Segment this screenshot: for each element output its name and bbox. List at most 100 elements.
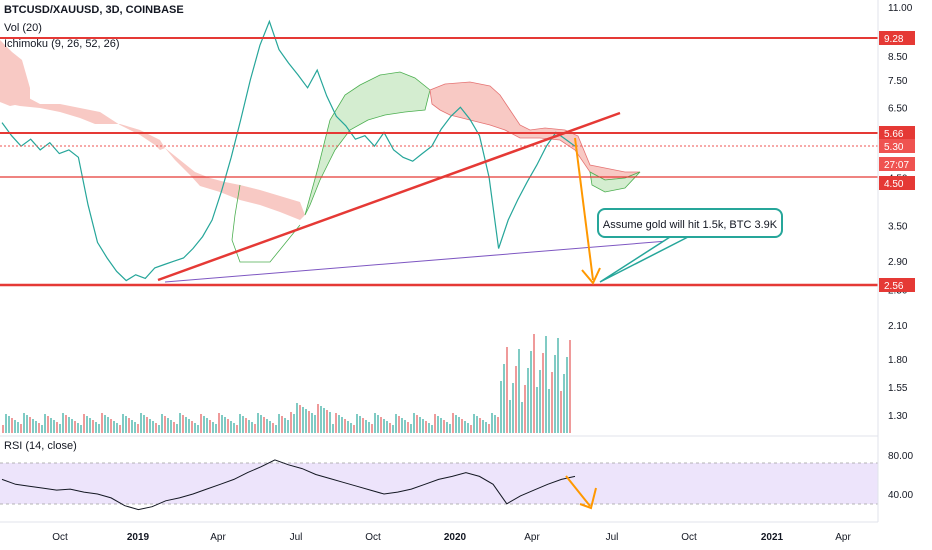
price-label-3: 27:07 <box>884 160 909 171</box>
volume-bar <box>227 419 229 433</box>
volume-bar <box>17 422 19 433</box>
time-tick-0: Oct <box>52 532 68 543</box>
volume-bar <box>362 418 364 433</box>
volume-bar <box>95 422 97 433</box>
red-trendline[interactable] <box>157 111 621 282</box>
volume-bar <box>338 415 340 433</box>
volume-bar <box>2 425 4 433</box>
volume-bar <box>563 374 565 433</box>
volume-bar <box>155 423 157 433</box>
volume-bar <box>491 413 493 433</box>
volume-bar <box>536 387 538 433</box>
volume-bar <box>104 415 106 433</box>
purple-trendline[interactable] <box>164 239 681 283</box>
volume-bar <box>404 420 406 433</box>
volume-bar <box>215 424 217 433</box>
volume-bar <box>365 420 367 433</box>
volume-tick-0: 2.10 <box>888 321 908 332</box>
forecast-arrow[interactable] <box>574 137 601 285</box>
volume-bar <box>521 402 523 433</box>
time-tick-1: 2019 <box>127 532 150 543</box>
volume-bar <box>23 413 25 433</box>
volume-bar <box>509 400 511 433</box>
volume-bar <box>518 349 520 433</box>
volume-bar <box>314 415 316 433</box>
volume-bar <box>122 414 124 433</box>
volume-bar <box>293 414 295 433</box>
volume-bar <box>311 413 313 433</box>
volume-bar <box>167 418 169 433</box>
volume-bar <box>527 368 529 433</box>
symbol-title[interactable]: BTCUSD/XAUUSD, 3D, COINBASE <box>4 4 184 16</box>
volume-bar <box>191 421 193 433</box>
volume-bar <box>512 383 514 433</box>
volume-bar <box>5 414 7 433</box>
volume-bar <box>542 353 544 433</box>
volume-bar <box>29 417 31 433</box>
volume-bar <box>473 414 475 433</box>
volume-bar <box>179 413 181 433</box>
volume-bar <box>188 419 190 433</box>
rsi-legend[interactable]: RSI (14, close) <box>4 440 77 452</box>
price-tick-7: 3.50 <box>888 221 908 232</box>
volume-legend[interactable]: Vol (20) <box>4 22 42 34</box>
price-tick-4: 6.50 <box>888 103 908 114</box>
annotation-callout[interactable]: Assume gold will hit 1.5k, BTC 3.9K <box>597 208 783 238</box>
rsi-forecast-arrow[interactable] <box>565 475 597 510</box>
volume-bar <box>533 334 535 433</box>
volume-bar <box>428 423 430 433</box>
volume-bar <box>140 413 142 433</box>
volume-bar <box>380 417 382 433</box>
volume-bar <box>449 424 451 433</box>
volume-bar <box>386 421 388 433</box>
volume-bar <box>59 424 61 433</box>
volume-tick-1: 1.80 <box>888 355 908 366</box>
price-label-5: 2.56 <box>884 281 904 292</box>
volume-bar <box>419 417 421 433</box>
volume-bar <box>182 415 184 433</box>
volume-bar <box>11 418 13 433</box>
volume-bar <box>266 419 268 433</box>
volume-bar <box>254 424 256 433</box>
volume-bar <box>8 416 10 433</box>
volume-bar <box>233 423 235 433</box>
volume-bar <box>308 411 310 433</box>
time-tick-9: 2021 <box>761 532 784 543</box>
volume-bar <box>341 417 343 433</box>
time-axis[interactable]: Oct 2019 Apr Jul Oct 2020 Apr Jul Oct 2021 Apr <box>52 532 851 543</box>
volume-bar <box>317 404 319 433</box>
volume-bar <box>44 414 46 433</box>
volume-tick-3: 1.30 <box>888 411 908 422</box>
price-tick-3: 7.50 <box>888 76 908 87</box>
volume-bar <box>305 409 307 433</box>
volume-bar <box>350 423 352 433</box>
volume-bar <box>335 413 337 433</box>
volume-bar <box>398 416 400 433</box>
price-axis[interactable]: 11.009.508.507.506.505.304.503.502.902.5… <box>888 3 913 501</box>
volume-bar <box>137 424 139 433</box>
volume-bar <box>545 336 547 433</box>
volume-bar <box>257 413 259 433</box>
volume-bar <box>479 418 481 433</box>
price-label-0: 9.28 <box>884 34 904 45</box>
volume-pane <box>2 334 571 433</box>
volume-bar <box>296 403 298 433</box>
volume-bar <box>500 381 502 433</box>
volume-bar <box>524 385 526 433</box>
volume-bar <box>422 419 424 433</box>
volume-bar <box>125 416 127 433</box>
volume-bar <box>86 416 88 433</box>
price-label-box-4 <box>879 176 915 190</box>
volume-bar <box>425 421 427 433</box>
volume-bar <box>443 420 445 433</box>
ichimoku-legend[interactable]: Ichimoku (9, 26, 52, 26) <box>4 38 120 50</box>
volume-bar <box>242 416 244 433</box>
time-tick-2: Apr <box>210 532 226 543</box>
price-label-1: 5.66 <box>884 129 904 140</box>
price-label-box-2 <box>879 139 915 153</box>
volume-bar <box>389 423 391 433</box>
volume-bar <box>434 414 436 433</box>
volume-bar <box>569 340 571 433</box>
volume-bar <box>452 413 454 433</box>
